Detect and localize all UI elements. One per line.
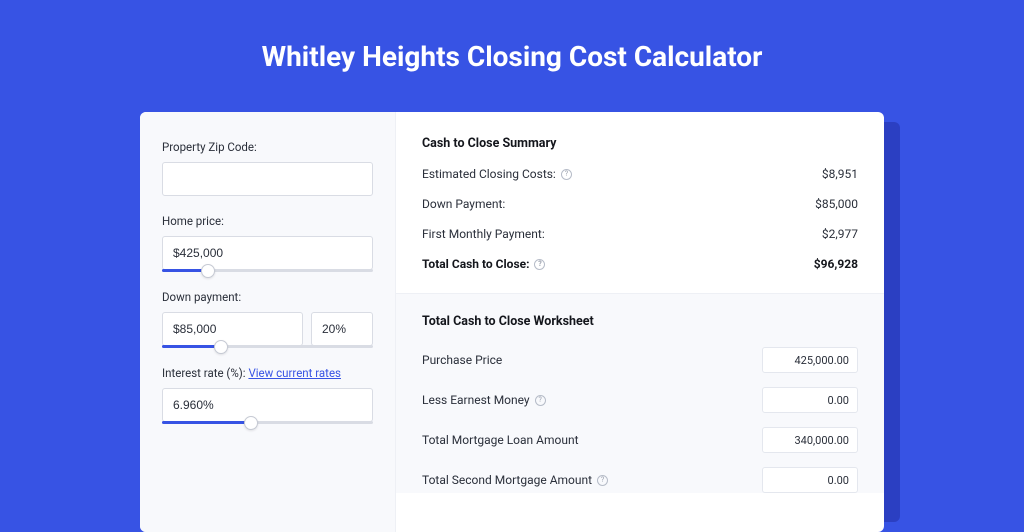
worksheet-row-value[interactable]: 425,000.00 (762, 347, 858, 373)
summary-row-label: Total Cash to Close:? (422, 257, 545, 271)
zip-label: Property Zip Code: (162, 140, 373, 154)
home-price-input[interactable] (162, 236, 373, 270)
home-price-field-group: Home price: (162, 214, 373, 272)
worksheet-row-label: Purchase Price (422, 353, 502, 367)
summary-row: Total Cash to Close:? $96,928 (422, 257, 858, 271)
down-payment-field-group: Down payment: (162, 290, 373, 348)
interest-slider-fill (162, 421, 251, 424)
zip-field-group: Property Zip Code: (162, 140, 373, 196)
worksheet-row-label-text: Total Second Mortgage Amount (422, 473, 592, 487)
summary-row-label-text: Estimated Closing Costs: (422, 167, 556, 181)
down-payment-slider-thumb[interactable] (214, 340, 228, 354)
down-payment-slider-fill (162, 345, 221, 348)
worksheet-row: Total Mortgage Loan Amount 340,000.00 (422, 427, 858, 453)
interest-input[interactable] (162, 388, 373, 422)
worksheet-row-value[interactable]: 340,000.00 (762, 427, 858, 453)
worksheet-row-label-text: Total Mortgage Loan Amount (422, 433, 579, 447)
summary-row: First Monthly Payment: $2,977 (422, 227, 858, 241)
page-title: Whitley Heights Closing Cost Calculator (0, 0, 1024, 103)
worksheet-row: Less Earnest Money? 0.00 (422, 387, 858, 413)
home-price-slider[interactable] (162, 269, 373, 272)
worksheet-row-label: Total Mortgage Loan Amount (422, 433, 579, 447)
worksheet-row-label: Less Earnest Money? (422, 393, 546, 407)
summary-row-label: Down Payment: (422, 197, 505, 211)
results-panel: Cash to Close Summary Estimated Closing … (396, 112, 884, 532)
home-price-label: Home price: (162, 214, 373, 228)
down-payment-label: Down payment: (162, 290, 373, 304)
interest-label-text: Interest rate (%): (162, 366, 246, 380)
summary-row-label-text: First Monthly Payment: (422, 227, 545, 241)
help-icon[interactable]: ? (535, 395, 546, 406)
down-payment-slider[interactable] (162, 345, 373, 348)
worksheet-title: Total Cash to Close Worksheet (422, 314, 858, 329)
zip-input[interactable] (162, 162, 373, 196)
summary-row-label-text: Total Cash to Close: (422, 257, 529, 271)
worksheet-row-label: Total Second Mortgage Amount? (422, 473, 608, 487)
summary-row-label-text: Down Payment: (422, 197, 505, 211)
interest-slider-thumb[interactable] (244, 416, 258, 430)
help-icon[interactable]: ? (534, 259, 545, 270)
help-icon[interactable]: ? (561, 169, 572, 180)
summary-title: Cash to Close Summary (422, 136, 858, 151)
summary-row-value: $85,000 (815, 197, 858, 211)
inputs-panel: Property Zip Code: Home price: Down paym… (140, 112, 396, 532)
worksheet-row-value[interactable]: 0.00 (762, 387, 858, 413)
home-price-slider-thumb[interactable] (201, 264, 215, 278)
view-rates-link[interactable]: View current rates (248, 366, 341, 380)
interest-label: Interest rate (%): View current rates (162, 366, 373, 380)
calculator-card: Property Zip Code: Home price: Down paym… (140, 112, 884, 532)
summary-row-value: $8,951 (822, 167, 858, 181)
worksheet-row: Purchase Price 425,000.00 (422, 347, 858, 373)
interest-slider[interactable] (162, 421, 373, 424)
summary-row: Down Payment: $85,000 (422, 197, 858, 211)
summary-row-value: $96,928 (814, 257, 858, 271)
down-payment-pct-input[interactable] (311, 312, 373, 346)
worksheet-row: Total Second Mortgage Amount? 0.00 (422, 467, 858, 493)
summary-row: Estimated Closing Costs:? $8,951 (422, 167, 858, 181)
worksheet-block: Total Cash to Close Worksheet Purchase P… (396, 293, 884, 493)
summary-block: Cash to Close Summary Estimated Closing … (422, 136, 858, 271)
worksheet-row-value[interactable]: 0.00 (762, 467, 858, 493)
summary-row-label: First Monthly Payment: (422, 227, 545, 241)
down-payment-input[interactable] (162, 312, 303, 346)
worksheet-row-label-text: Less Earnest Money (422, 393, 530, 407)
help-icon[interactable]: ? (597, 475, 608, 486)
interest-field-group: Interest rate (%): View current rates (162, 366, 373, 424)
summary-row-label: Estimated Closing Costs:? (422, 167, 572, 181)
summary-row-value: $2,977 (822, 227, 858, 241)
worksheet-row-label-text: Purchase Price (422, 353, 502, 367)
